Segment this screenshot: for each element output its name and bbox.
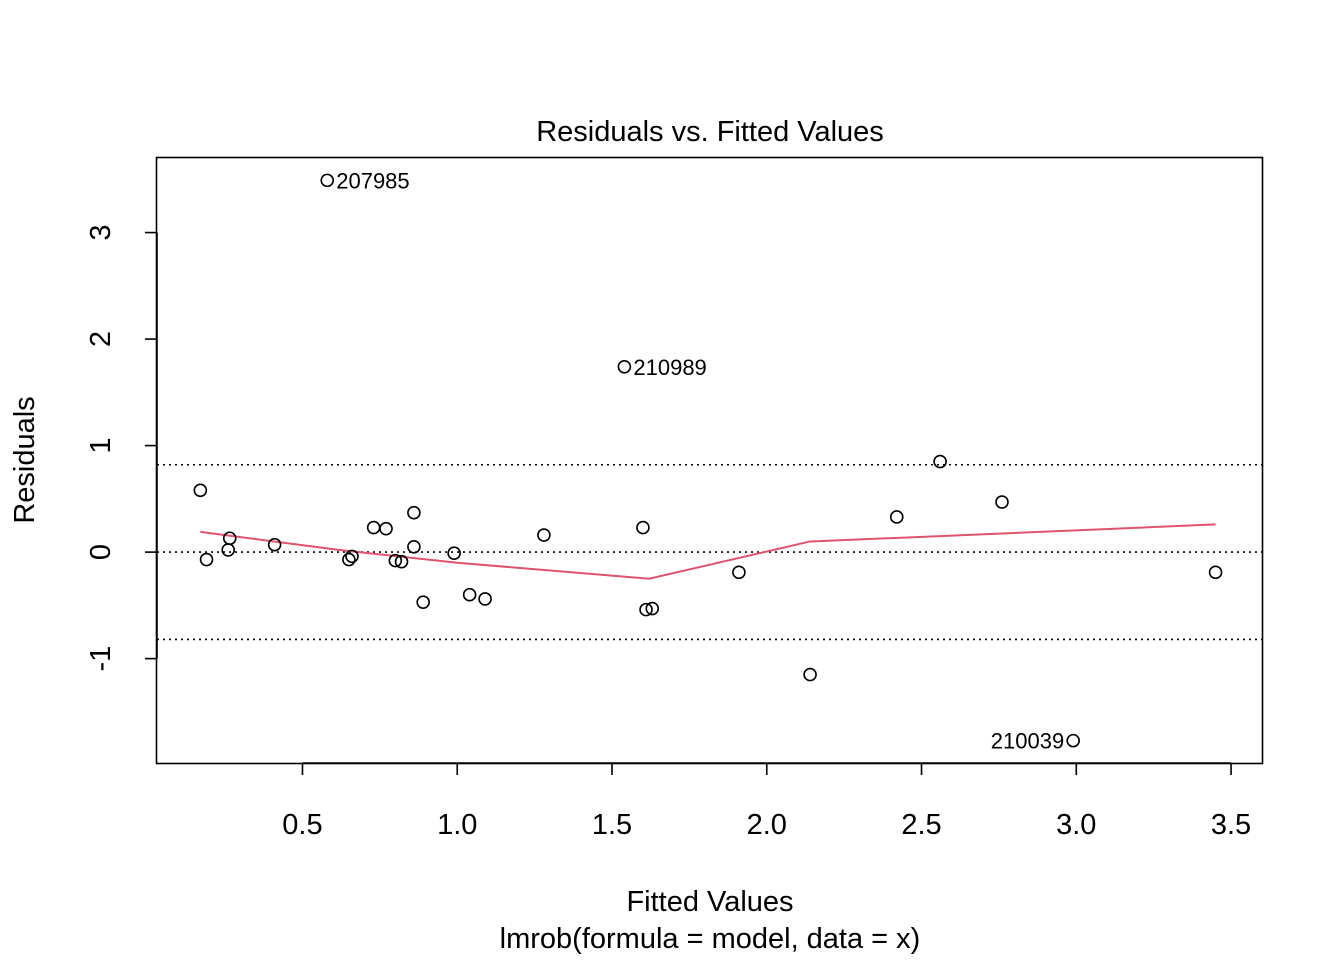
point-label: 207985 bbox=[336, 168, 409, 193]
x-tick-label: 2.5 bbox=[901, 809, 941, 841]
point-labels: 207985 210989 210039 bbox=[336, 168, 1064, 753]
data-point bbox=[889, 510, 904, 524]
data-point bbox=[394, 554, 409, 569]
x-axis-label: Fitted Values bbox=[626, 886, 793, 918]
y-tick-label: 2 bbox=[85, 331, 117, 347]
y-tick-label: 0 bbox=[85, 544, 117, 560]
x-axis: 0.5 1.0 1.5 2.0 2.5 3.0 3.5 bbox=[282, 762, 1251, 841]
data-point bbox=[199, 552, 214, 567]
y-tick-label: 3 bbox=[85, 224, 117, 240]
data-point bbox=[995, 495, 1009, 509]
smooth-line-group bbox=[200, 523, 1216, 580]
data-point bbox=[803, 667, 817, 682]
reference-lines bbox=[157, 463, 1262, 641]
data-point bbox=[193, 483, 208, 498]
data-point bbox=[537, 528, 551, 542]
x-tick-label: 2.0 bbox=[747, 809, 787, 841]
y-tick-label: -1 bbox=[85, 646, 117, 672]
x-tick-label: 3.5 bbox=[1211, 809, 1251, 841]
x-tick-label: 3.0 bbox=[1056, 809, 1096, 841]
x-tick-label: 0.5 bbox=[282, 809, 322, 841]
data-point bbox=[636, 520, 650, 535]
data-points bbox=[193, 173, 1223, 748]
smooth-line bbox=[200, 523, 1216, 580]
data-point bbox=[342, 552, 356, 567]
data-point bbox=[407, 505, 421, 520]
data-point bbox=[407, 539, 421, 554]
data-point bbox=[1066, 733, 1080, 748]
y-axis-label: Residuals bbox=[9, 396, 41, 523]
data-point bbox=[416, 595, 430, 609]
y-axis: -1 0 1 2 3 bbox=[85, 224, 158, 672]
data-point bbox=[462, 587, 477, 602]
x-tick-label: 1.0 bbox=[437, 809, 477, 841]
data-point bbox=[447, 546, 461, 560]
data-point bbox=[732, 565, 746, 580]
data-point bbox=[222, 531, 237, 546]
data-point bbox=[267, 537, 282, 552]
point-label: 210989 bbox=[633, 355, 706, 380]
chart-title: Residuals vs. Fitted Values bbox=[536, 116, 884, 148]
data-point bbox=[320, 173, 335, 188]
data-point bbox=[1208, 565, 1223, 580]
data-point bbox=[639, 602, 653, 617]
x-tick-label: 1.5 bbox=[592, 809, 632, 841]
plot-frame bbox=[155, 156, 1264, 765]
data-point bbox=[221, 543, 235, 557]
point-label: 210039 bbox=[991, 729, 1064, 754]
data-point bbox=[617, 359, 632, 374]
data-point bbox=[645, 601, 660, 616]
chart-subtitle: lmrob(formula = model, data = x) bbox=[500, 923, 921, 955]
data-point bbox=[379, 521, 393, 536]
data-point bbox=[933, 454, 947, 469]
data-point bbox=[345, 549, 359, 564]
data-point bbox=[388, 553, 403, 568]
data-point bbox=[366, 520, 381, 535]
data-point bbox=[478, 592, 492, 606]
y-tick-label: 1 bbox=[85, 438, 117, 454]
